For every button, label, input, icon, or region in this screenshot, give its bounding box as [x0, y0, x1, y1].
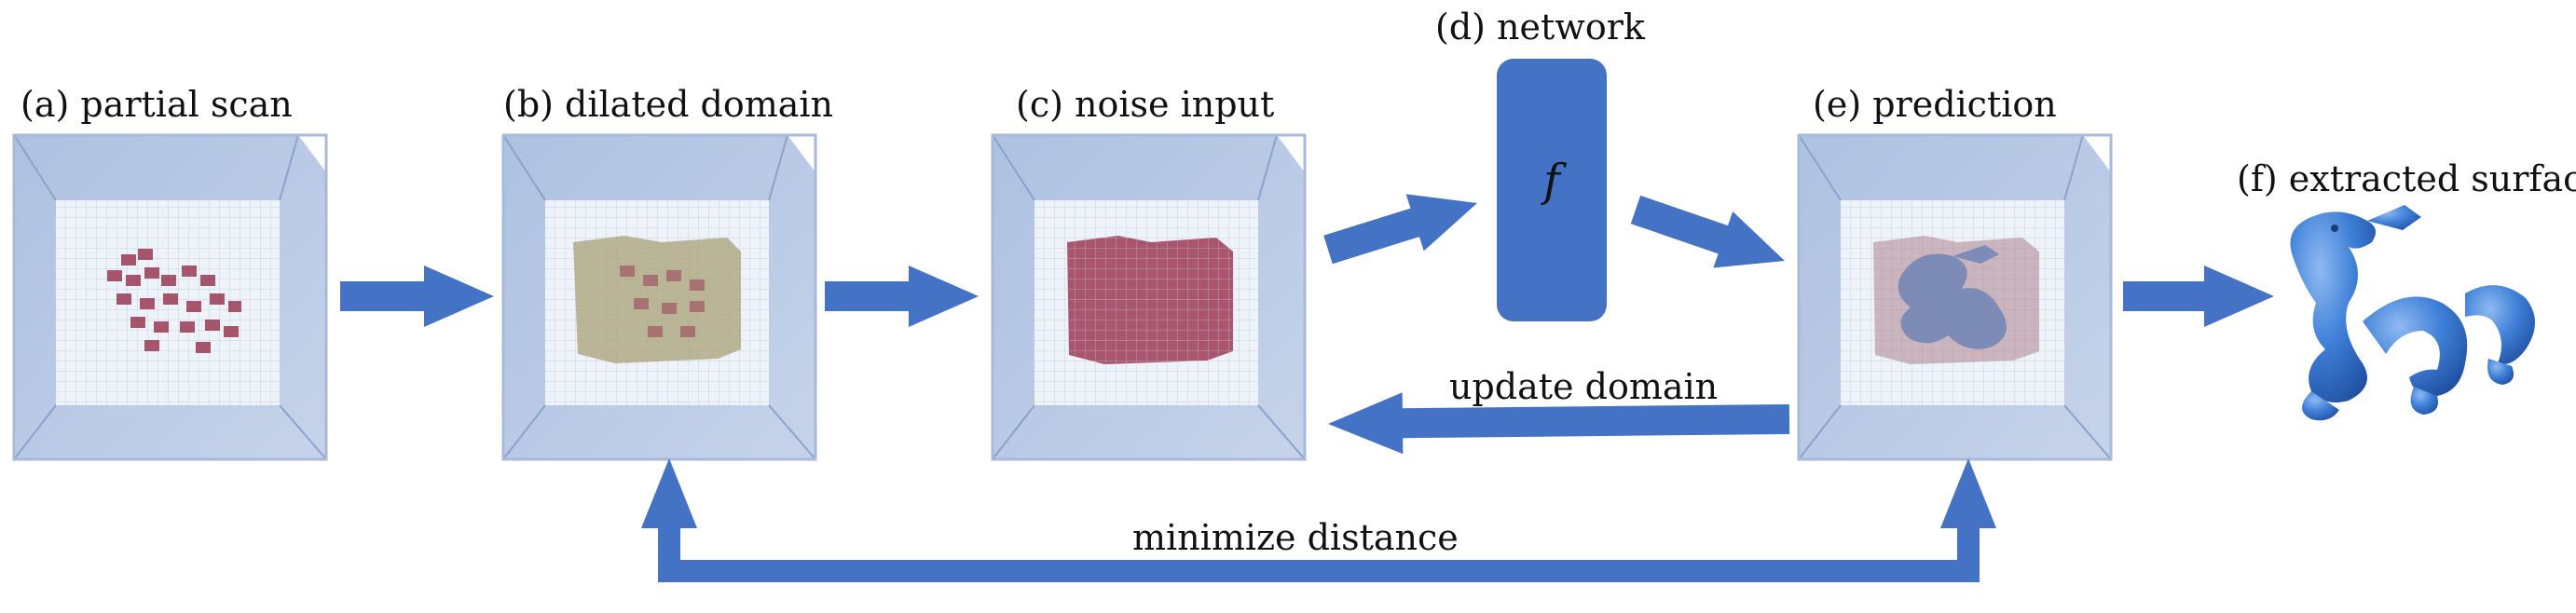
cube-noise-input: [991, 133, 1307, 461]
arrow-a-to-b: [340, 266, 494, 327]
cube-partial-scan: [12, 133, 328, 461]
label-minimize-distance: minimize distance: [1132, 517, 1459, 558]
network-box: [1497, 59, 1607, 321]
arrow-minimize-up-right: [1940, 458, 1996, 559]
label-dilated-domain: (b) dilated domain: [503, 84, 833, 125]
arrow-network-to-e: [1630, 195, 1785, 268]
dragon-surface: [2290, 205, 2535, 421]
arrow-layer: [340, 194, 2274, 582]
cube-dilated-domain: [501, 133, 817, 461]
voxel-cluster-partial: [107, 249, 241, 353]
arrow-e-to-f: [2123, 266, 2274, 327]
label-network: (d) network: [1435, 7, 1646, 48]
predicted-dragon-shape: [1898, 245, 2007, 349]
label-partial-scan: (a) partial scan: [21, 84, 293, 125]
arrow-c-to-network: [1323, 194, 1477, 265]
dilated-volume: [573, 236, 741, 363]
arrow-b-to-c: [825, 266, 979, 327]
label-noise-input: (c) noise input: [1016, 84, 1274, 125]
label-prediction: (e) prediction: [1813, 84, 2057, 125]
cube-prediction: [1797, 133, 2113, 461]
minimize-distance-bracket: [658, 531, 1980, 582]
label-update-domain: update domain: [1449, 366, 1718, 407]
arrow-update-domain: [1328, 392, 1790, 455]
arrow-minimize-up-left: [641, 458, 697, 559]
label-extracted-surface: (f) extracted surface: [2237, 158, 2576, 199]
